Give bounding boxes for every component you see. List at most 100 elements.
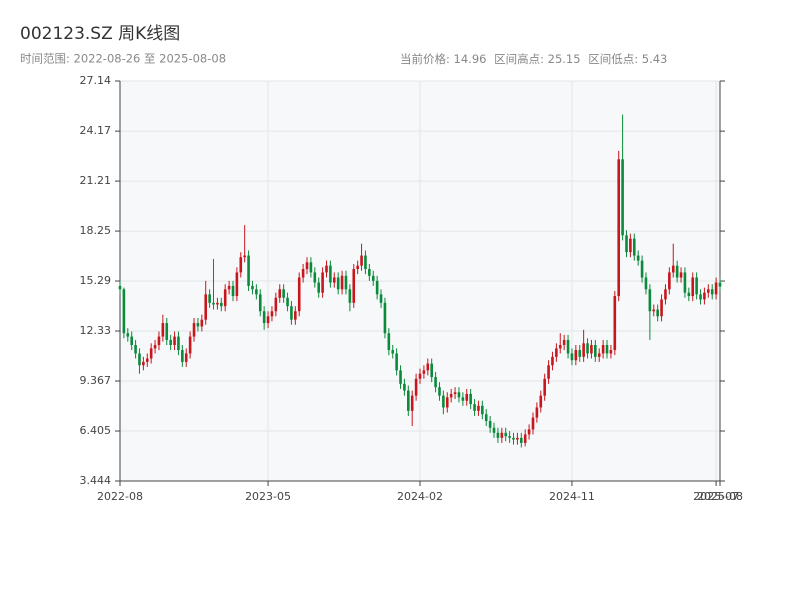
candle-body <box>192 323 196 337</box>
candle-body <box>387 333 391 351</box>
candle-body <box>371 275 375 281</box>
candle-body <box>329 265 332 283</box>
candle-body <box>169 339 172 346</box>
candle-body <box>219 302 223 307</box>
candle-body <box>594 345 597 357</box>
candle-body <box>516 437 519 440</box>
candle-body <box>200 319 204 327</box>
candle-body <box>118 285 122 290</box>
candle-body <box>321 272 324 293</box>
x-tick-label: 2025-08 <box>697 490 743 503</box>
candle-body <box>644 277 648 290</box>
candle-body <box>605 345 609 354</box>
candle-body <box>274 297 278 312</box>
candle-body <box>266 316 270 324</box>
candle-body <box>130 336 133 346</box>
candle-body <box>597 353 601 357</box>
candle-body <box>177 336 180 351</box>
candle-body <box>504 432 508 437</box>
candle-body <box>562 339 566 346</box>
y-tick-label: 6.405 <box>80 424 112 437</box>
candle-body <box>629 238 632 253</box>
candle-body <box>403 383 406 391</box>
stats: 当前价格: 14.96 区间高点: 25.15 区间低点: 5.43 <box>400 52 667 66</box>
candle-body <box>481 405 484 415</box>
candle-body <box>165 323 169 340</box>
candle-body <box>574 350 578 361</box>
candle-body <box>621 159 624 236</box>
candle-body <box>703 292 706 300</box>
candle-body <box>531 417 535 430</box>
candle-body <box>239 257 243 273</box>
candle-body <box>173 336 176 346</box>
candle-body <box>301 269 305 278</box>
y-tick-label: 27.14 <box>80 74 112 87</box>
candle-body <box>282 289 285 298</box>
candle-body <box>258 294 262 312</box>
x-tick-label: 2023-05 <box>245 490 291 503</box>
candle-body <box>582 343 585 357</box>
candle-body <box>157 336 161 346</box>
y-tick-label: 21.21 <box>80 174 112 187</box>
candle-body <box>414 378 418 396</box>
candle-body <box>671 265 675 273</box>
candle-body <box>305 262 309 270</box>
candle-body <box>558 345 562 349</box>
candle-body <box>142 361 145 366</box>
y-tick-label: 9.367 <box>80 374 112 387</box>
candle-body <box>492 427 496 433</box>
candle-body <box>496 432 500 438</box>
y-tick-label: 12.33 <box>80 324 112 337</box>
candle-body <box>590 345 593 354</box>
candle-body <box>223 289 227 307</box>
candle-body <box>586 343 589 354</box>
candle-body <box>134 345 137 354</box>
candle-body <box>613 296 617 351</box>
candle-body <box>145 358 149 362</box>
x-tick-label: 2022-08 <box>97 490 143 503</box>
candle-body <box>523 434 527 443</box>
candle-body <box>348 289 352 303</box>
x-tick-label: 2024-02 <box>397 490 443 503</box>
candle-body <box>255 289 258 295</box>
candle-body <box>609 350 613 354</box>
candle-body <box>399 370 402 384</box>
candle-body <box>617 159 621 297</box>
candle-body <box>453 392 457 394</box>
candle-body <box>356 265 359 270</box>
y-tick-label: 15.29 <box>80 274 112 287</box>
candle-body <box>290 306 293 320</box>
candle-body <box>317 282 321 293</box>
candle-body <box>294 311 297 320</box>
candle-body <box>477 405 480 411</box>
candle-body <box>687 292 691 297</box>
candle-body <box>410 395 414 411</box>
candle-body <box>149 348 153 359</box>
candle-body <box>718 282 722 287</box>
candle-body <box>438 387 441 396</box>
chart-title: 002123.SZ 周K线图 <box>20 24 180 44</box>
candle-body <box>395 353 398 371</box>
candle-body <box>243 255 246 258</box>
candle-body <box>227 285 231 290</box>
candle-body <box>660 299 663 317</box>
candle-body <box>212 302 215 305</box>
candle-body <box>625 235 628 253</box>
candle-body <box>449 393 453 398</box>
candle-body <box>231 285 235 297</box>
stat: 当前价格: 14.96 <box>400 52 486 66</box>
x-tick-label: 2025-07 <box>693 490 739 503</box>
candle-body <box>555 348 558 357</box>
candle-body <box>683 272 687 293</box>
x-tick-label: 2024-11 <box>549 490 595 503</box>
candle-body <box>519 437 523 443</box>
candle-body <box>309 262 313 273</box>
candle-body <box>153 345 157 349</box>
candle-body <box>668 272 671 290</box>
candle-body <box>297 277 301 312</box>
candle-body <box>216 302 219 305</box>
candle-body <box>262 311 266 324</box>
candle-body <box>138 353 141 366</box>
candle-body <box>543 378 546 396</box>
